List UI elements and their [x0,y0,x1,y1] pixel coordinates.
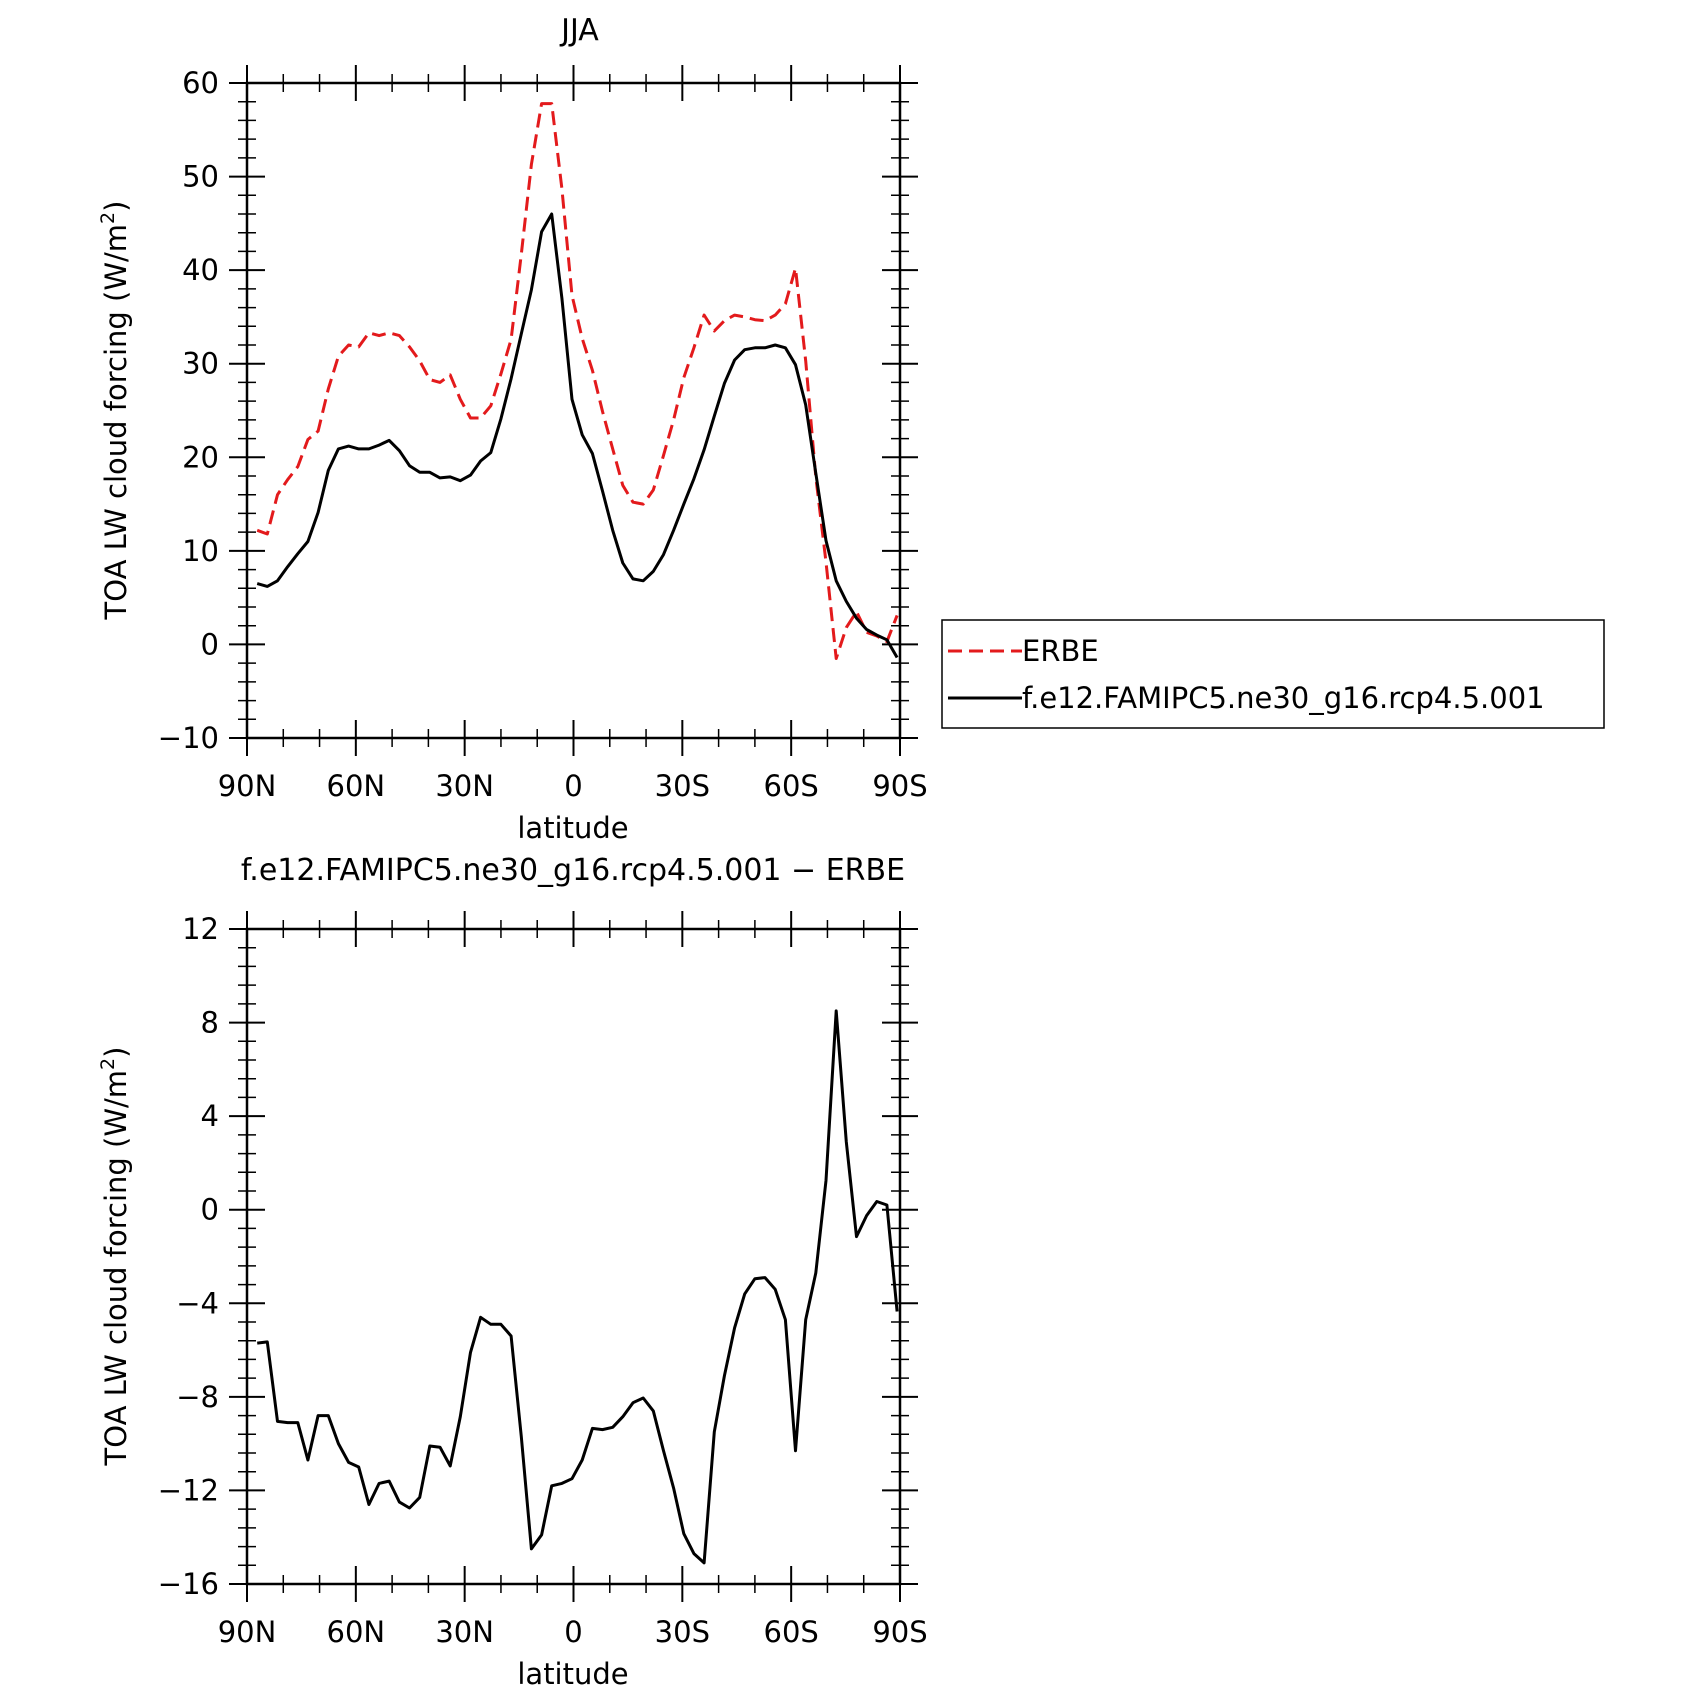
bottom-y-tick-label: 12 [182,912,219,946]
legend-box [941,619,1605,729]
bottom-y-axis-label-close: ) [99,1047,133,1058]
top-series-line-erbe [256,102,899,660]
bottom-chart-panel: f.e12.FAMIPC5.ne30_g16.rcp4.5.001 − ERBE… [97,853,928,1691]
top-series-line-model [256,212,899,659]
bottom-chart-title: f.e12.FAMIPC5.ne30_g16.rcp4.5.001 − ERBE [241,853,905,888]
top-y-axis-label: TOA LW cloud forcing (W/m2) [97,201,133,621]
bottom-x-tick-label: 60S [764,1615,819,1649]
bottom-x-tick-label: 0 [564,1615,582,1649]
bottom-y-tick-label: −8 [176,1380,219,1414]
top-y-axis-label-superscript: 2 [97,212,119,224]
bottom-x-tick-label: 30S [655,1615,710,1649]
bottom-y-tick-label: 0 [201,1193,219,1227]
top-x-tick-label: 60S [764,769,819,803]
legend-model-label: f.e12.FAMIPC5.ne30_g16.rcp4.5.001 [1022,681,1545,715]
bottom-y-axis-label: TOA LW cloud forcing (W/m2) [97,1047,133,1467]
bottom-chart-ticks [229,911,918,1602]
top-chart-tick-labels: −10 0 10 20 30 40 50 60 90N 60N 30N 0 30S 60S 90S [158,66,928,803]
bottom-y-tick-label: −12 [158,1473,219,1507]
bottom-y-axis-label-main: TOA LW cloud forcing (W/m [99,1070,133,1466]
top-x-tick-label: 30S [655,769,710,803]
legend: ERBE f.e12.FAMIPC5.ne30_g16.rcp4.5.001 [941,619,1605,729]
top-y-tick-label: 50 [182,160,219,194]
top-y-axis-label-close: ) [99,201,133,212]
bottom-plot-frame [245,927,902,1586]
bottom-chart-series-group [257,1009,899,1565]
top-chart-title: JJA [559,13,599,48]
top-x-tick-label: 90N [218,769,277,803]
top-y-tick-label: −10 [158,721,219,755]
top-y-axis-label-main: TOA LW cloud forcing (W/m [99,224,133,620]
bottom-y-axis-label-superscript: 2 [97,1058,119,1070]
top-y-tick-label: 20 [182,440,219,474]
bottom-x-tick-label: 60N [327,1615,386,1649]
bottom-y-tick-label: −16 [158,1567,219,1601]
top-x-axis-label: latitude [517,811,628,845]
top-y-tick-label: 60 [182,66,219,100]
top-y-tick-label: 40 [182,253,219,287]
top-x-tick-label: 60N [327,769,386,803]
top-chart-ticks [229,65,918,756]
bottom-x-tick-label: 90N [218,1615,277,1649]
bottom-x-axis-label: latitude [517,1657,628,1691]
bottom-chart-tick-labels: −16 −12 −8 −4 0 4 8 12 90N 60N 30N 0 30S 60S 90S [158,912,928,1649]
top-y-tick-label: 10 [182,534,219,568]
bottom-x-tick-label: 90S [872,1615,927,1649]
top-y-tick-label: 0 [201,627,219,661]
bottom-x-tick-label: 30N [435,1615,494,1649]
top-plot-frame [245,81,902,740]
top-x-tick-label: 0 [564,769,582,803]
legend-erbe-label: ERBE [1022,634,1099,668]
top-chart-series-group [256,102,899,660]
top-y-tick-label: 30 [182,347,219,381]
bottom-series-line-model [257,1009,899,1565]
bottom-y-tick-label: 4 [201,1099,219,1133]
top-x-tick-label: 90S [872,769,927,803]
bottom-y-tick-label: −4 [176,1286,219,1320]
top-x-tick-label: 30N [435,769,494,803]
bottom-y-tick-label: 8 [201,1006,219,1040]
